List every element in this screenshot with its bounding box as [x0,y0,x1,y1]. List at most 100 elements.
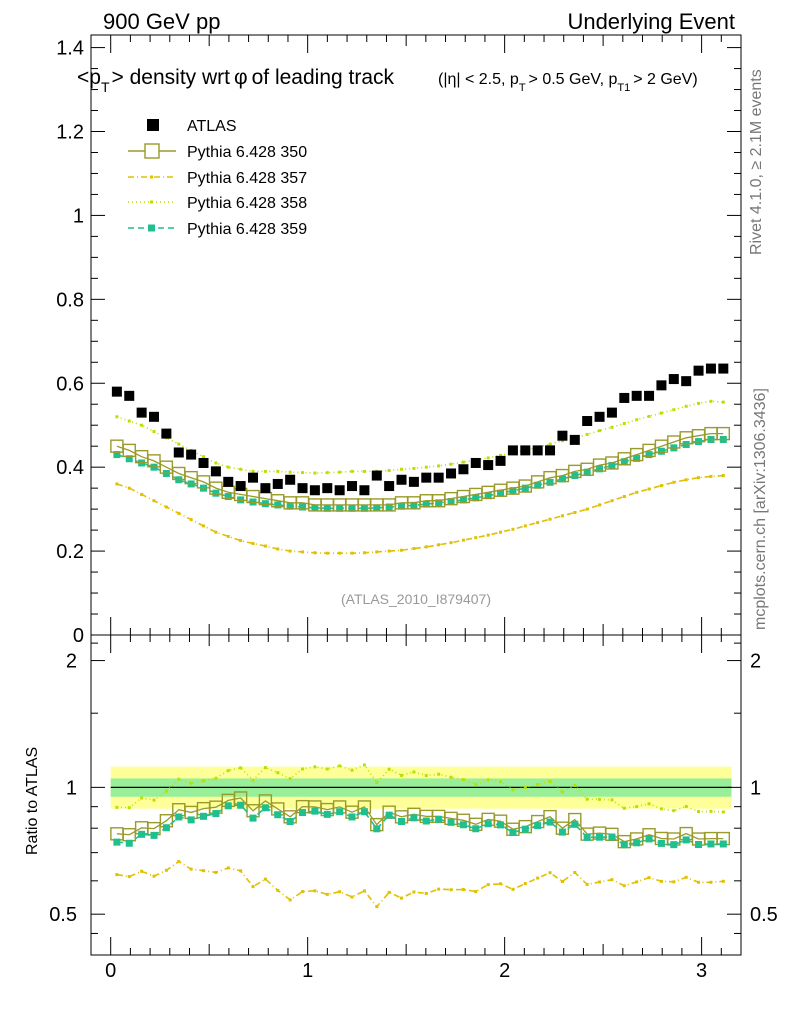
series-359-point [633,454,641,462]
ratio-359-point [645,835,653,843]
series-3-point [362,469,366,473]
series-2-point [164,505,168,509]
atlas-data-point [594,411,605,422]
ratio-359-point [113,838,121,846]
atlas-data-point [483,460,494,471]
ratio-359-point [670,841,678,849]
ratio-3-point [622,806,626,810]
atlas-data-point [285,474,296,485]
ratio-2-point [127,875,131,879]
ratio-2-point [189,867,193,871]
main-panel-y-ticks: 0 0.2 0.4 0.6 0.8 1 1.2 1.4 [56,38,741,647]
y-tick-label: 0.6 [56,373,84,395]
ratio-359-point [237,801,245,809]
atlas-data-point [532,445,543,456]
ratio-2-point [709,880,713,884]
legend-label: ATLAS [187,118,237,135]
series-line-2 [116,474,724,555]
ratio-2-point [288,898,292,902]
series-3-point [276,469,280,473]
atlas-data-point [619,392,630,403]
ratio-359-point [521,825,529,833]
atlas-data-point [235,481,246,492]
atlas-data-point [644,390,655,401]
ratio-3-point [375,781,379,785]
ratio-2-point [610,878,614,882]
series-359-point [546,478,554,486]
ratio-2-point [511,887,515,891]
atlas-data-point [433,472,444,483]
series-359-point [620,458,628,466]
series-3-point [301,471,305,475]
ratio-2-point [672,880,676,884]
atlas-data-point [421,472,432,483]
ratio-2-point [437,887,441,891]
atlas-data-point [371,470,382,481]
ratio-2-point [536,876,540,880]
ratio-3-point [635,805,639,809]
atlas-data-point [668,374,679,385]
series-359-point [583,468,591,476]
ratio-3-point [548,779,552,783]
ratio-359-point [299,809,307,817]
ratio-2-point [548,871,552,875]
series-359-point [360,504,368,512]
ratio-2-point [301,890,305,894]
series-2-point [325,551,329,555]
ratio-3-point [140,796,144,800]
atlas-data-point [198,457,209,468]
ratio-3-point [449,775,453,779]
series-2-point [474,536,478,540]
atlas-data-point [582,416,593,427]
ratio-2-point [226,866,230,870]
ratio-359-point [212,810,220,818]
ratio-2-point [622,884,626,888]
atlas-data-point [309,485,320,496]
ratio-359-point [311,807,319,815]
series-3-point [313,471,317,475]
series-3-point [647,414,651,418]
ratio-2-point [486,883,490,887]
legend-label: Pythia 6.428 359 [187,221,307,238]
series-350-point [110,439,124,453]
ratio-359-point [608,833,616,841]
ratio-2-point [461,888,465,892]
series-359-point [286,502,294,510]
ratio-359-point [162,824,170,832]
series-2-point [263,544,267,548]
series-3-point [214,461,218,465]
ratio-3-point [387,767,391,771]
ratio-359-point [583,833,591,841]
series-359-point [398,502,406,510]
series-3-point [202,455,206,459]
legend: ATLAS Pythia 6.428 350 Pythia 6.428 357 Pyt… [128,118,307,238]
series-359-point [224,493,232,501]
series-2-point [276,547,280,551]
ratio-359-point [620,841,628,849]
ratio-2-point [412,890,416,894]
ratio-3-point [684,804,688,808]
atlas-data-point [161,428,172,439]
series-3-point [350,469,354,473]
series-3-point [226,465,230,469]
ratio-2-point [659,879,663,883]
ratio-359-point [546,818,554,826]
ratio-2-point [214,870,218,874]
ratio-3-point [659,807,663,811]
ratio-3-point [214,776,218,780]
ratio-y-tick-label-right: 2 [750,651,761,673]
ratio-3-point [251,778,255,782]
ratio-2-point [635,880,639,884]
series-3-point [424,465,428,469]
ratio-2-point [140,869,144,873]
atlas-data-point [656,380,667,391]
ratio-2-point [152,874,156,878]
atlas-data-point [223,476,234,487]
ratio-2-point [263,877,267,881]
ratio-y-tick-label-right: 1 [750,777,761,799]
series-3-point [684,404,688,408]
legend-dot-marker [150,200,153,204]
ratio-2-point [177,860,181,864]
series-2-point [214,530,218,534]
ratio-359-point [274,811,282,819]
